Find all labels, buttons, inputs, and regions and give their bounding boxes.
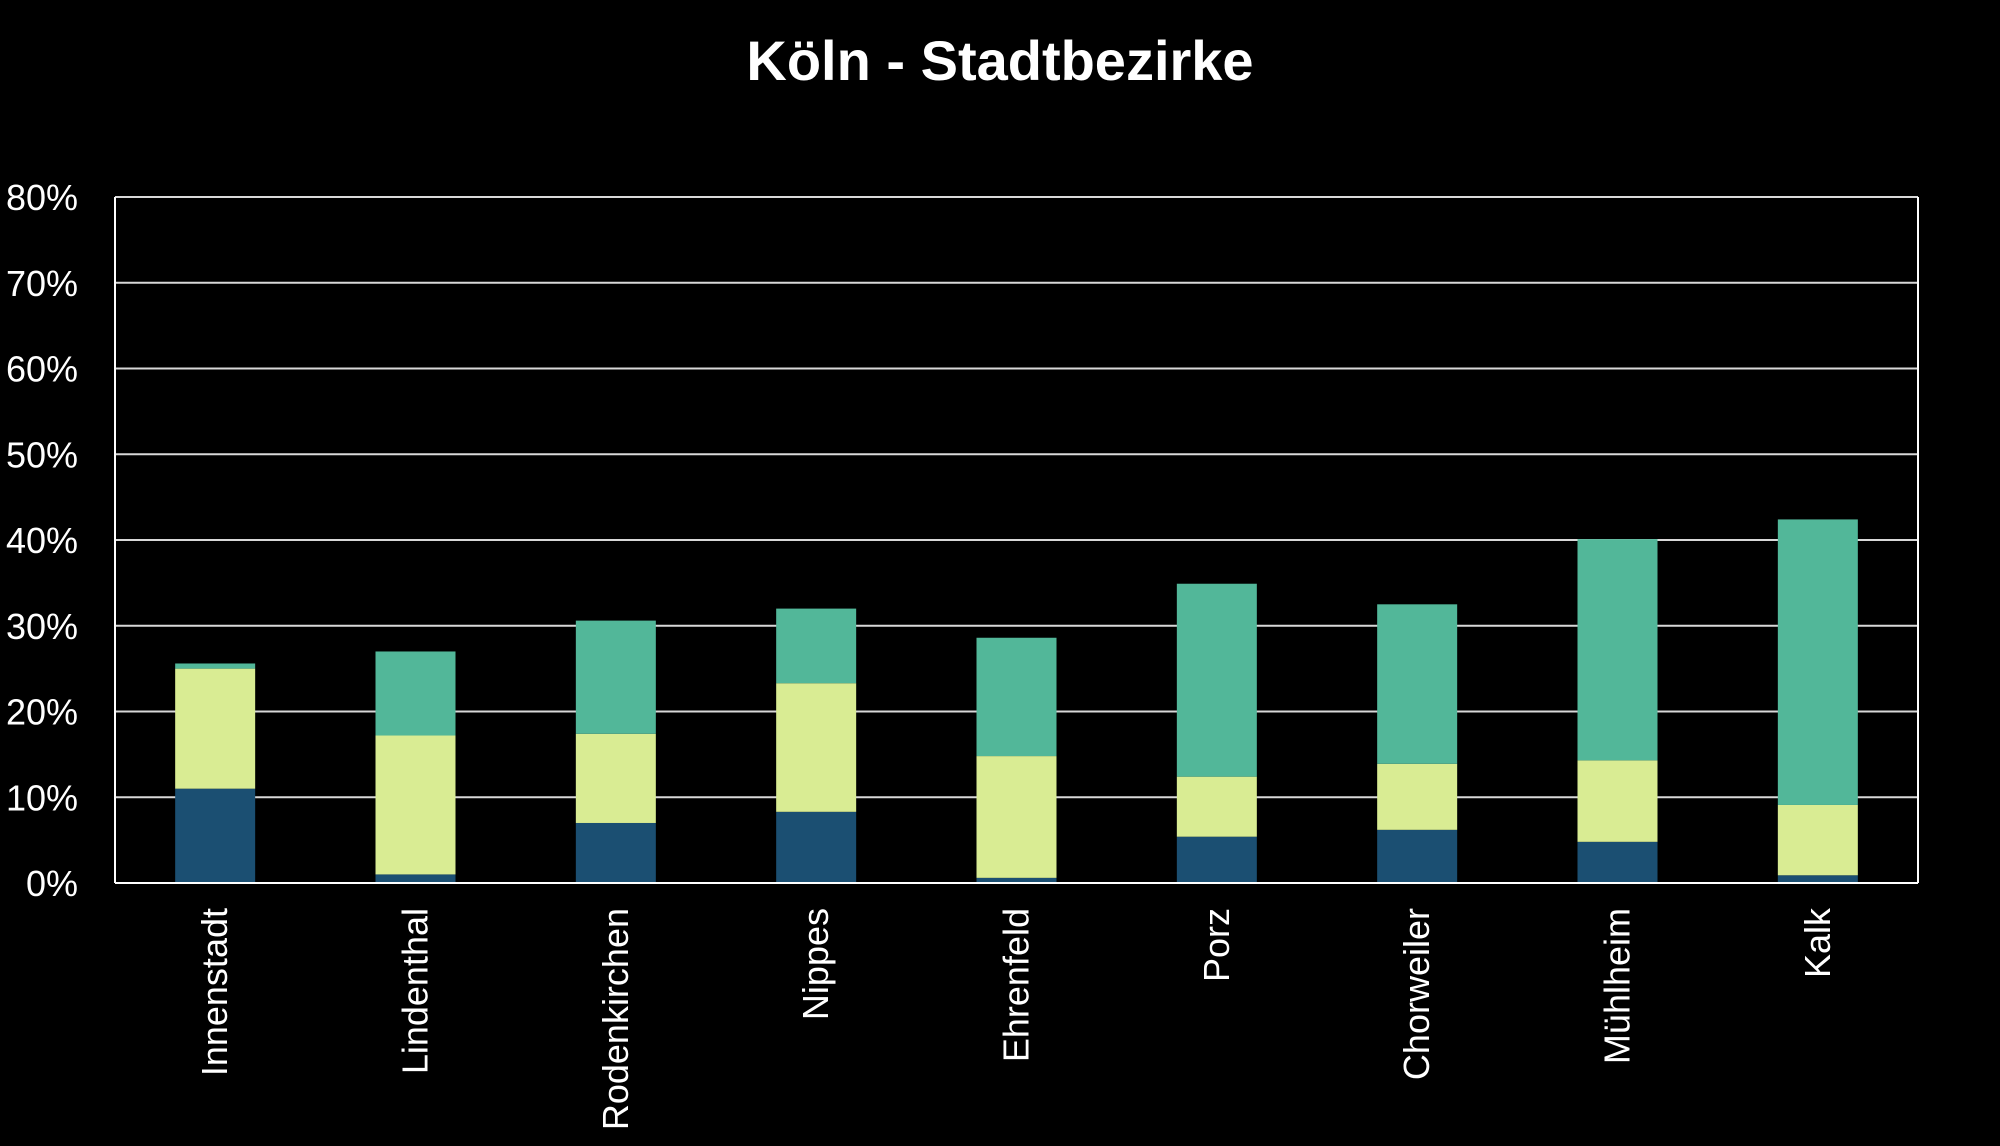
y-tick-label: 60% (6, 349, 78, 390)
x-category-label: Rodenkirchen (595, 908, 636, 1130)
y-tick-label: 30% (6, 606, 78, 647)
y-tick-label: 10% (6, 777, 78, 818)
bar-stack (976, 637, 1057, 883)
bar-segment (575, 822, 656, 883)
x-category-label: Nippes (795, 908, 836, 1020)
bar-segment (175, 788, 256, 883)
y-tick-label: 40% (6, 520, 78, 561)
x-category-label: Kalk (1797, 907, 1838, 978)
bar-segment (976, 877, 1057, 883)
bar-segment (1176, 776, 1257, 837)
bar-segment (175, 668, 256, 789)
chart-title: Köln - Stadtbezirke (746, 29, 1253, 92)
bar-segment (1777, 519, 1858, 805)
bar-segment (1176, 583, 1257, 777)
y-tick-label: 0% (26, 863, 78, 904)
bar-segment (575, 733, 656, 823)
bar-segment (375, 874, 456, 883)
y-tick-label: 80% (6, 177, 78, 218)
bar-segment (1377, 763, 1458, 830)
y-tick-label: 70% (6, 263, 78, 304)
bar-segment (976, 756, 1057, 878)
bar-stack (1577, 539, 1658, 883)
bar-segment (1777, 875, 1858, 883)
bar-segment (1577, 539, 1658, 761)
x-category-label: Mühlheim (1597, 908, 1638, 1064)
bar-stack (375, 651, 456, 883)
y-tick-label: 20% (6, 692, 78, 733)
bar-stack (1377, 604, 1458, 883)
x-category-label: Ehrenfeld (996, 908, 1037, 1062)
bar-stack (575, 620, 656, 883)
bar-segment (1377, 829, 1458, 883)
bar-segment (1577, 841, 1658, 883)
x-category-label: Chorweiler (1396, 908, 1437, 1080)
bar-segment (1176, 836, 1257, 883)
y-tick-label: 50% (6, 434, 78, 475)
bar-segment (1577, 760, 1658, 842)
bar-stacks (175, 519, 1858, 883)
bar-segment (575, 620, 656, 734)
bar-stack (1777, 519, 1858, 883)
y-axis-ticks: 0% 10% 20% 30% 40% 50% 60% 70% 80% (6, 177, 78, 904)
x-category-label: Innenstadt (194, 908, 235, 1076)
bar-segment (375, 735, 456, 875)
bar-segment (375, 651, 456, 736)
x-category-label: Porz (1196, 908, 1237, 982)
bar-segment (976, 637, 1057, 757)
bar-segment (1777, 804, 1858, 876)
bar-stack (175, 663, 256, 883)
bar-stack (1176, 583, 1257, 883)
bar-segment (1377, 604, 1458, 764)
bar-stack (776, 608, 857, 883)
bar-segment (776, 811, 857, 883)
x-category-label: Lindenthal (395, 908, 436, 1074)
x-axis-labels: Innenstadt Lindenthal Rodenkirchen Nippes Eh… (194, 907, 1838, 1130)
bar-segment (776, 608, 857, 684)
axes (114, 197, 1919, 884)
bar-segment (776, 683, 857, 812)
bar-segment (175, 663, 256, 669)
